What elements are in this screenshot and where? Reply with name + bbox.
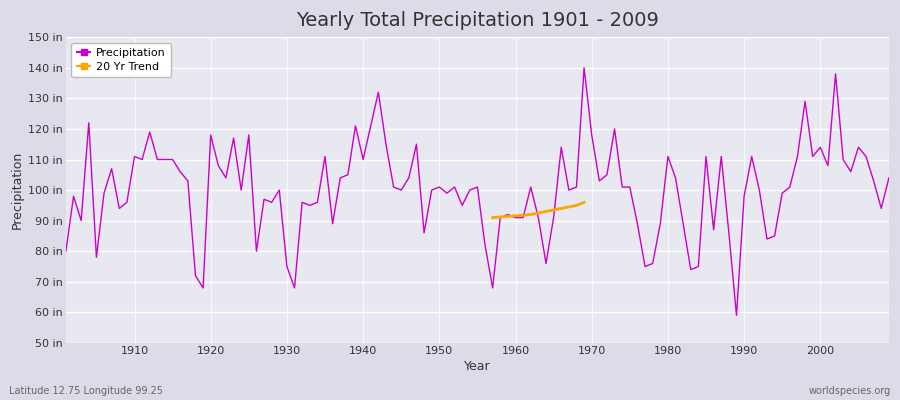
Y-axis label: Precipitation: Precipitation bbox=[11, 151, 24, 229]
Title: Yearly Total Precipitation 1901 - 2009: Yearly Total Precipitation 1901 - 2009 bbox=[296, 11, 659, 30]
Legend: Precipitation, 20 Yr Trend: Precipitation, 20 Yr Trend bbox=[71, 43, 171, 77]
Text: worldspecies.org: worldspecies.org bbox=[809, 386, 891, 396]
Text: Latitude 12.75 Longitude 99.25: Latitude 12.75 Longitude 99.25 bbox=[9, 386, 163, 396]
X-axis label: Year: Year bbox=[464, 360, 491, 373]
